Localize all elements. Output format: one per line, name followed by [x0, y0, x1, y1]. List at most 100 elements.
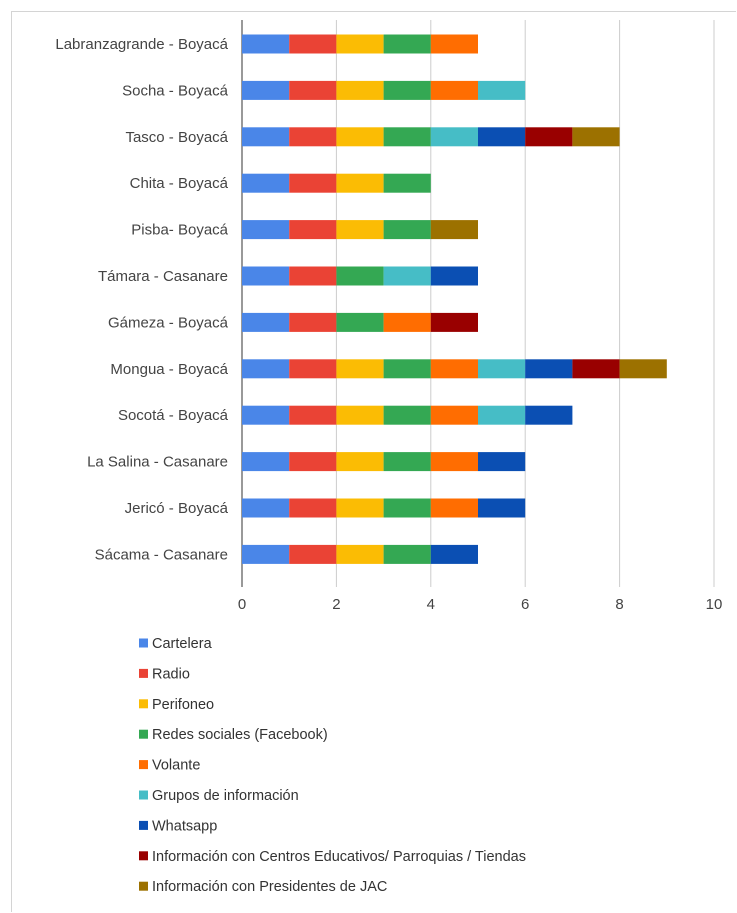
x-tick-label: 10	[706, 596, 723, 613]
legend-swatch	[139, 729, 148, 739]
bar-segment	[336, 312, 384, 332]
bar-segment	[478, 498, 526, 518]
category-labels: Labranzagrande - Boyacá Socha - Boyacá Tas…	[55, 36, 228, 563]
legend-label: Información con Presidentes de JAC	[152, 879, 387, 895]
bar-segment	[242, 405, 290, 425]
bar-segment	[383, 80, 431, 100]
bar-segment	[383, 498, 431, 518]
legend-swatch	[139, 820, 148, 830]
bar-segment	[289, 312, 337, 332]
bar-segment	[289, 452, 337, 472]
bar-segment	[430, 220, 478, 240]
legend-label: Cartelera	[152, 636, 213, 652]
bar-segment	[242, 173, 290, 193]
bar-segment	[383, 220, 431, 240]
legend-swatch	[139, 760, 148, 770]
bar-segment	[289, 220, 337, 240]
bar-segment	[525, 405, 573, 425]
bar-segment	[242, 266, 290, 286]
bar-segment	[242, 80, 290, 100]
category-label: Tasco - Boyacá	[125, 129, 228, 146]
category-label: Gámeza - Boyacá	[108, 314, 229, 331]
category-label: Socotá - Boyacá	[118, 407, 229, 424]
legend-label: Grupos de información	[152, 788, 299, 804]
legend-label: Información con Centros Educativos/ Parr…	[152, 849, 526, 865]
bar-segment	[383, 405, 431, 425]
legend-label: Whatsapp	[152, 818, 217, 834]
legend-label: Volante	[152, 758, 200, 774]
bar-segment	[289, 498, 337, 518]
bar-segment	[242, 498, 290, 518]
bar-segment	[242, 127, 290, 147]
bar-segment	[289, 80, 337, 100]
category-label: Pisba- Boyacá	[131, 222, 228, 239]
bar-segment	[242, 34, 290, 54]
bar-segment	[383, 359, 431, 379]
x-tick-label: 6	[521, 596, 529, 613]
bar-segment	[336, 359, 384, 379]
bar-segment	[383, 312, 431, 332]
bar-segment	[478, 359, 526, 379]
bar-segment	[242, 359, 290, 379]
x-tick-label: 4	[427, 596, 435, 613]
bar-segment	[289, 127, 337, 147]
category-label: Sácama - Casanare	[95, 546, 228, 563]
bar-segment	[430, 127, 478, 147]
bar-segment	[572, 359, 620, 379]
bar-segment	[478, 80, 526, 100]
legend-swatch	[139, 668, 148, 678]
bar-segment	[336, 266, 384, 286]
bar-segment	[289, 34, 337, 54]
x-tick-label: 8	[615, 596, 623, 613]
bar-segment	[289, 359, 337, 379]
legend-label: Redes sociales (Facebook)	[152, 727, 328, 743]
bar-segment	[383, 34, 431, 54]
bar-segment	[478, 452, 526, 472]
bar-segment	[336, 34, 384, 54]
bar-segment	[242, 452, 290, 472]
category-label: Jericó - Boyacá	[125, 500, 229, 517]
bar-segment	[430, 312, 478, 332]
bar-segment	[336, 452, 384, 472]
category-label: Mongua - Boyacá	[110, 361, 228, 378]
bar-segment	[336, 544, 384, 564]
bar-segment	[336, 80, 384, 100]
bar-segment	[478, 405, 526, 425]
category-label: Socha - Boyacá	[122, 82, 229, 99]
legend: Cartelera Radio Perifoneo Redes sociales (F…	[139, 636, 526, 895]
bar-segment	[289, 173, 337, 193]
bar-segment	[289, 266, 337, 286]
bar-segment	[383, 173, 431, 193]
bar-segment	[289, 544, 337, 564]
bar-segment	[430, 80, 478, 100]
bar-segment	[430, 452, 478, 472]
gridlines	[241, 20, 715, 587]
category-label: Chita - Boyacá	[130, 175, 229, 192]
bar-segment	[430, 498, 478, 518]
stacked-bar-chart: Labranzagrande - Boyacá Socha - Boyacá Tas…	[55, 20, 723, 895]
legend-swatch	[139, 638, 148, 648]
bar-segment	[242, 220, 290, 240]
bar-segment	[383, 544, 431, 564]
bar-segment	[430, 266, 478, 286]
chart-frame: Labranzagrande - Boyacá Socha - Boyacá Tas…	[11, 11, 736, 912]
bar-segment	[430, 544, 478, 564]
category-label: La Salina - Casanare	[87, 454, 228, 471]
bar-segment	[336, 405, 384, 425]
x-tick-label: 0	[238, 596, 246, 613]
legend-label: Radio	[152, 666, 190, 682]
bar-segment	[383, 452, 431, 472]
bar-segment	[383, 127, 431, 147]
x-tick-label: 2	[332, 596, 340, 613]
bar-segment	[336, 220, 384, 240]
bar-segment	[383, 266, 431, 286]
legend-swatch	[139, 790, 148, 800]
bar-segment	[242, 312, 290, 332]
legend-swatch	[139, 851, 148, 861]
bar-segment	[430, 34, 478, 54]
bar-segments	[242, 34, 667, 564]
bar-segment	[336, 127, 384, 147]
bar-segment	[619, 359, 667, 379]
legend-swatch	[139, 881, 148, 891]
bar-segment	[430, 359, 478, 379]
